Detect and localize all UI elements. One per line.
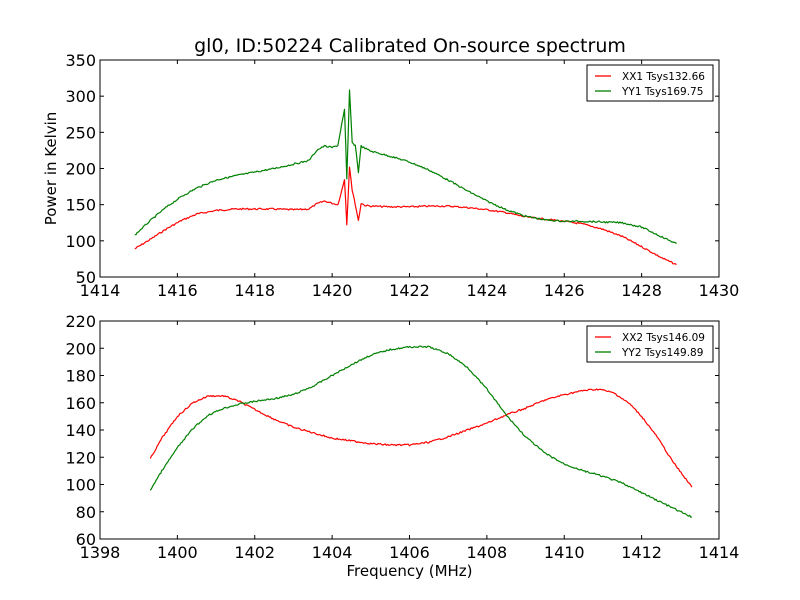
legend-entry: XX2 Tsys146.09 — [622, 332, 705, 344]
chart-title: gl0, ID:50224 Calibrated On-source spect… — [194, 35, 626, 57]
x-tick-label: 1400 — [157, 543, 198, 562]
y-tick-label: 220 — [65, 312, 96, 331]
legend-entry: XX1 Tsys132.66 — [622, 71, 705, 83]
x-tick-label: 1416 — [157, 281, 198, 300]
series-line-yy2 — [149, 345, 692, 518]
x-tick-label: 1412 — [621, 543, 662, 562]
top-plot: 1414 1416 1418 1420 1422 1424 1426 1428 1430 50 10… — [42, 51, 739, 300]
x-tick-label: 1428 — [621, 281, 662, 300]
x-tick-label: 1406 — [389, 543, 430, 562]
series-line-xx2 — [149, 388, 693, 488]
x-axis-label: Frequency (MHz) — [346, 562, 472, 580]
legend: XX1 Tsys132.66 YY1 Tsys169.75 — [586, 64, 714, 102]
x-tick-label: 1420 — [312, 281, 353, 300]
y-tick-label: 80 — [76, 503, 96, 522]
y-tick-label: 150 — [65, 196, 96, 215]
x-tick-label: 1404 — [312, 543, 353, 562]
y-tick-label: 200 — [65, 339, 96, 358]
y-tick-label: 140 — [65, 421, 96, 440]
x-tick-label: 1408 — [467, 543, 508, 562]
series-line-yy1 — [134, 89, 677, 245]
y-tick-label: 50 — [76, 268, 96, 287]
x-tick-label: 1414 — [80, 281, 121, 300]
y-tick-label: 350 — [65, 51, 96, 70]
y-tick-label: 100 — [65, 476, 96, 495]
x-tick-label: 1422 — [389, 281, 430, 300]
y-tick-label: 200 — [65, 160, 96, 179]
y-tick-label: 160 — [65, 394, 96, 413]
x-tick-label: 1430 — [699, 281, 740, 300]
legend: XX2 Tsys146.09 YY2 Tsys149.89 — [586, 325, 714, 363]
bottom-plot: 1398 1400 1402 1404 1406 1408 1410 1412 1414 60 80… — [65, 312, 739, 580]
y-tick-label: 120 — [65, 448, 96, 467]
series-line-xx1 — [134, 166, 677, 266]
x-tick-label: 1410 — [544, 543, 585, 562]
y-tick-label: 60 — [76, 530, 96, 549]
y-tick-label: 100 — [65, 232, 96, 251]
y-tick-label: 180 — [65, 367, 96, 386]
y-tick-label: 300 — [65, 87, 96, 106]
y-axis-label: Power in Kelvin — [42, 112, 60, 226]
x-tick-label: 1426 — [544, 281, 585, 300]
x-tick-label: 1398 — [80, 543, 121, 562]
x-tick-label: 1402 — [234, 543, 275, 562]
x-tick-label: 1414 — [699, 543, 740, 562]
x-tick-label: 1424 — [467, 281, 508, 300]
x-tick-label: 1418 — [234, 281, 275, 300]
legend-entry: YY1 Tsys169.75 — [621, 86, 703, 98]
y-tick-label: 250 — [65, 123, 96, 142]
legend-entry: YY2 Tsys149.89 — [621, 347, 703, 359]
